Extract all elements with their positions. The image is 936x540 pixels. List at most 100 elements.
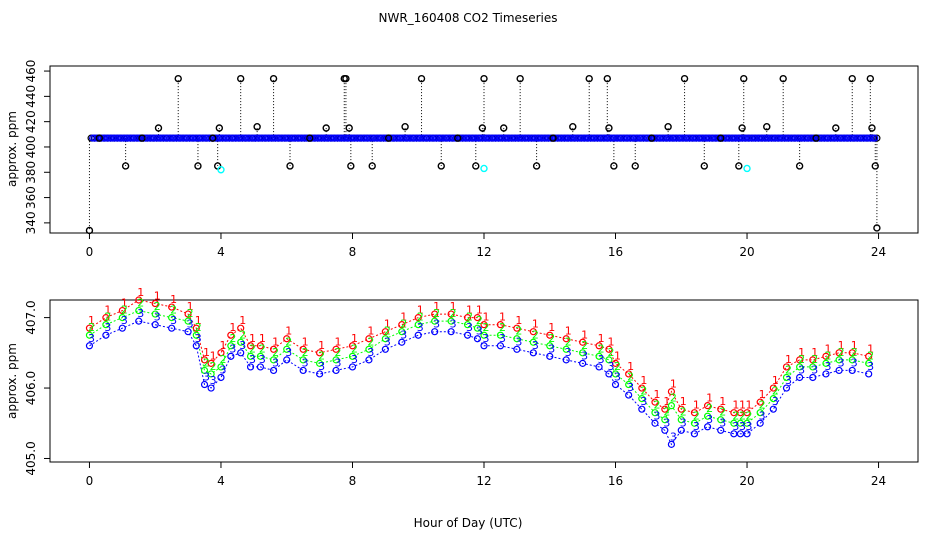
series-1-point — [283, 335, 291, 343]
series-2-marker-label: 2 — [433, 307, 440, 320]
series-2-marker-label: 2 — [400, 318, 407, 331]
baseline-point — [472, 134, 480, 142]
series-2-marker-label: 2 — [772, 385, 779, 398]
series-2-point — [579, 349, 587, 357]
series-2-marker-label: 2 — [515, 325, 522, 338]
baseline-point — [560, 134, 568, 142]
series-2-point — [227, 342, 235, 350]
baseline-point — [529, 134, 537, 142]
baseline-point — [476, 134, 485, 142]
top-axis-ticks: 0 4 8 12 16 20 24 340 360 380 400 420 440 460 — [24, 60, 886, 259]
baseline-point — [371, 134, 379, 142]
series-1-marker-label: 1 — [663, 395, 670, 408]
baseline-point — [353, 134, 361, 142]
bottom-x-tick-label: 16 — [608, 474, 623, 488]
series-2-point — [348, 352, 357, 360]
baseline-point — [578, 134, 586, 142]
series-2-point — [463, 321, 472, 329]
series-3-marker-label: 3 — [239, 339, 246, 352]
spike-point — [549, 134, 557, 142]
baseline-point — [126, 134, 134, 142]
series-3-point — [848, 366, 856, 375]
bottom-x-tick-label: 12 — [476, 474, 491, 488]
series-1-point — [690, 409, 699, 417]
baseline-point — [249, 134, 258, 142]
top-panel: approx. ppm 0 4 8 12 16 20 24 340 360 380 400 420 44… — [5, 60, 919, 259]
series-1-marker-label: 1 — [772, 374, 779, 387]
spike-point — [647, 134, 656, 142]
series-2-marker-label: 2 — [170, 304, 177, 317]
baseline-point — [399, 134, 407, 142]
baseline-point — [258, 134, 266, 142]
series-1-marker-label: 1 — [417, 304, 424, 317]
baseline-point — [725, 134, 733, 142]
baseline-point — [602, 134, 610, 142]
baseline-point — [247, 134, 255, 142]
bottom-y-axis-label: approx. ppm — [5, 343, 19, 419]
series-3-marker-label: 3 — [693, 420, 700, 433]
baseline-point — [492, 134, 500, 142]
series-3-point — [85, 342, 94, 350]
baseline-point — [785, 134, 793, 142]
baseline-point — [298, 134, 306, 142]
series-2-marker-label: 2 — [137, 297, 144, 310]
series-3-point — [332, 366, 340, 375]
series-3-marker-label: 3 — [187, 318, 194, 331]
series-1-point — [638, 384, 646, 392]
baseline-point — [840, 134, 848, 142]
baseline-point — [844, 134, 852, 142]
top-y-tick-label: 360 — [24, 186, 38, 209]
series-2-marker-label: 2 — [417, 311, 424, 324]
series-2-marker-label: 2 — [335, 346, 342, 359]
series-2-point — [529, 338, 537, 346]
series-2-marker-label: 2 — [499, 321, 506, 334]
series-3-point — [283, 356, 291, 364]
series-3-marker-label: 3 — [285, 346, 292, 359]
spike-point — [848, 74, 856, 83]
baseline-point — [221, 134, 229, 142]
spike-point — [868, 124, 876, 132]
baseline-point — [657, 134, 665, 142]
series-2-marker-label: 2 — [318, 349, 325, 362]
baseline-point — [309, 134, 317, 142]
baseline-point — [294, 134, 302, 142]
series-1-marker-label: 1 — [229, 321, 236, 334]
series-2-marker-label: 2 — [367, 335, 374, 348]
series-3-marker-label: 3 — [598, 353, 605, 366]
series-2-marker-label: 2 — [653, 399, 660, 412]
series-1-marker-label: 1 — [680, 395, 687, 408]
baseline-point — [97, 134, 106, 142]
series-2-marker-label: 2 — [746, 409, 753, 422]
baseline-point — [633, 134, 641, 142]
spike-point — [779, 74, 787, 83]
series-1-point — [579, 338, 587, 346]
series-3-point — [227, 352, 235, 360]
baseline-point — [668, 134, 676, 142]
series-2-point — [496, 331, 505, 339]
series-3-marker-label: 3 — [746, 420, 753, 433]
series-1-point — [496, 321, 505, 329]
top-x-tick-label: 20 — [739, 245, 754, 259]
baseline-point — [734, 134, 742, 142]
series-3-marker-label: 3 — [351, 353, 358, 366]
series-2-marker-label: 2 — [811, 353, 818, 366]
baseline-point — [604, 134, 612, 142]
baseline-point — [701, 134, 709, 142]
baseline-point — [183, 134, 192, 142]
baseline-point — [419, 134, 427, 142]
series-3-marker-label: 3 — [170, 314, 177, 327]
series-1-marker-label: 1 — [88, 314, 95, 327]
baseline-point — [650, 134, 659, 142]
series-3-marker-label: 3 — [798, 363, 805, 376]
baseline-point — [106, 134, 114, 142]
top-data-points — [85, 74, 881, 235]
series-1-point — [447, 310, 455, 318]
baseline-point — [567, 134, 575, 142]
baseline-point — [434, 134, 443, 142]
series-2-marker-label: 2 — [272, 346, 279, 359]
baseline-point — [681, 134, 689, 142]
series-3-point — [667, 440, 676, 448]
series-2-marker-label: 2 — [302, 346, 309, 359]
series-2-point — [562, 345, 570, 353]
